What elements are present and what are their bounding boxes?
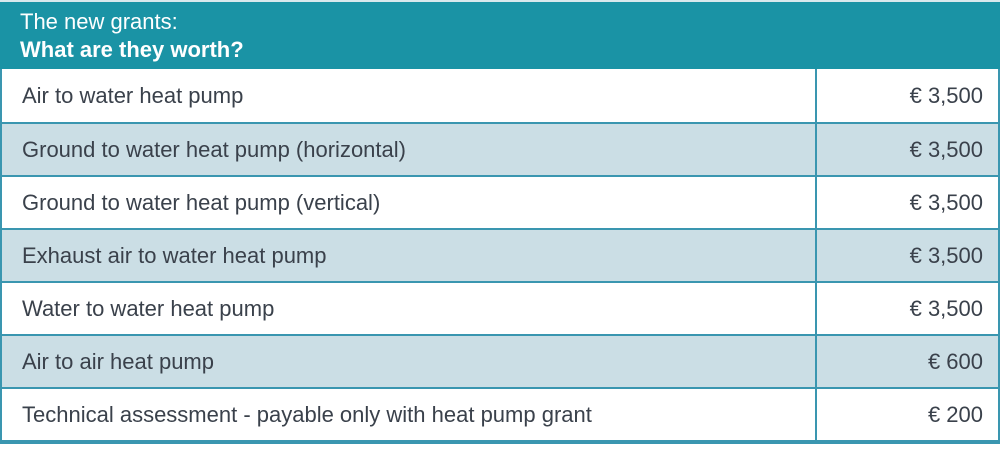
- grant-name-cell: Technical assessment - payable only with…: [2, 389, 817, 440]
- table-title-line2: What are they worth?: [20, 37, 244, 62]
- grant-amount-cell: € 3,500: [909, 295, 983, 321]
- table-row: Exhaust air to water heat pump € 3,500: [2, 228, 998, 281]
- grant-name-cell: Air to water heat pump: [2, 69, 817, 122]
- table-row: Air to water heat pump € 3,500: [2, 69, 998, 122]
- grant-amount-cell: € 3,500: [909, 82, 983, 108]
- grant-amount-cell: € 200: [927, 401, 983, 427]
- table-row: Ground to water heat pump (horizontal) €…: [2, 122, 998, 175]
- grant-amount-cell: € 600: [927, 348, 983, 374]
- grant-name-cell: Air to air heat pump: [2, 336, 817, 387]
- grant-rows-container: Air to water heat pump € 3,500 Ground to…: [0, 69, 1000, 444]
- table-header: The new grants: What are they worth?: [0, 0, 1000, 69]
- table-title-line1: The new grants:: [20, 9, 178, 34]
- grant-name-cell: Ground to water heat pump (horizontal): [2, 124, 817, 175]
- grant-name-cell: Exhaust air to water heat pump: [2, 230, 817, 281]
- table-row: Air to air heat pump € 600: [2, 334, 998, 387]
- grant-name-cell: Ground to water heat pump (vertical): [2, 177, 817, 228]
- grant-amount-cell: € 3,500: [909, 242, 983, 268]
- table-row: Ground to water heat pump (vertical) € 3…: [2, 175, 998, 228]
- grant-amount-cell: € 3,500: [909, 189, 983, 215]
- table-row: Technical assessment - payable only with…: [2, 387, 998, 440]
- table-row: Water to water heat pump € 3,500: [2, 281, 998, 334]
- grant-amount-cell: € 3,500: [909, 136, 983, 162]
- grant-name-cell: Water to water heat pump: [2, 283, 817, 334]
